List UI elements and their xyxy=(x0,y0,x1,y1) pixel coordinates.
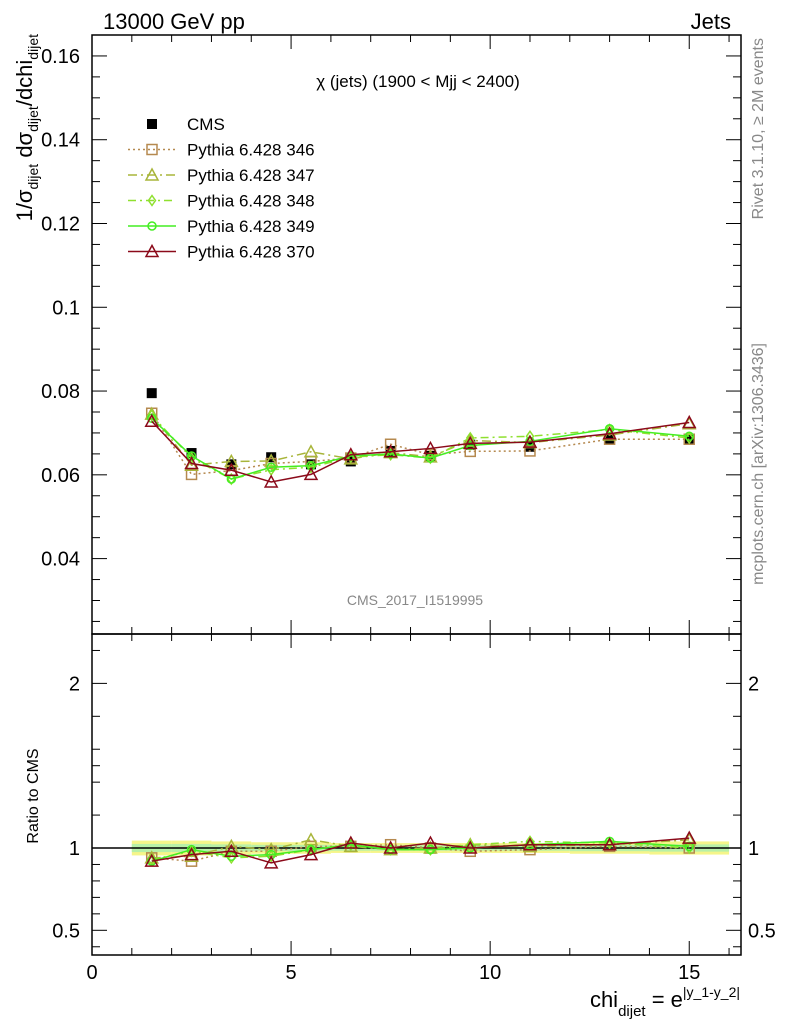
ratio-point-pythia-6-428-370 xyxy=(263,855,279,869)
series-point-pythia-6-428-370 xyxy=(423,440,438,455)
header-left: 13000 GeV pp xyxy=(103,9,245,34)
y-tick-label: 0.12 xyxy=(41,213,80,235)
y-tick-label: 0.04 xyxy=(41,549,80,571)
ratio-tick-label-right: 1 xyxy=(748,838,759,860)
series-point-pythia-6-428-348 xyxy=(426,451,435,465)
series-point-pythia-6-428-370 xyxy=(224,462,239,476)
ratio-tick-label: 1 xyxy=(69,838,80,860)
ratio-point-pythia-6-428-370 xyxy=(144,853,159,867)
rivet-label: Rivet 3.1.10, ≥ 2M events xyxy=(750,38,767,219)
y-tick-label: 0.16 xyxy=(41,46,80,68)
legend-label-pythia-6-428-370: Pythia 6.428 370 xyxy=(187,243,315,262)
cms-data-point xyxy=(425,450,436,461)
series-point-pythia-6-428-370 xyxy=(184,455,199,470)
ratio-point-pythia-6-428-346 xyxy=(305,840,317,853)
y-tick-label: 0.06 xyxy=(41,465,80,487)
legend-marker-cms xyxy=(147,119,157,129)
ratio-point-pythia-6-428-370 xyxy=(602,837,617,851)
ratio-point-pythia-6-428-370 xyxy=(462,840,478,854)
ratio-point-pythia-6-428-349 xyxy=(425,844,436,855)
analysis-watermark: CMS_2017_I1519995 xyxy=(347,592,483,608)
series-line-pythia-6-428-370 xyxy=(151,420,690,483)
ratio-point-pythia-6-428-347 xyxy=(522,838,538,853)
legend-label-pythia-6-428-346: Pythia 6.428 346 xyxy=(187,141,315,160)
series-point-pythia-6-428-348 xyxy=(605,423,615,436)
ratio-plot-frame xyxy=(91,633,742,956)
ratio-line-pythia-6-428-347 xyxy=(151,839,690,859)
ratio-point-pythia-6-428-347 xyxy=(144,850,159,864)
mcplots-label: mcplots.cern.ch [arXiv:1306.3436] xyxy=(750,343,767,585)
ratio-point-pythia-6-428-349 xyxy=(684,841,694,852)
legend-label-pythia-6-428-347: Pythia 6.428 347 xyxy=(187,166,315,185)
series-point-pythia-6-428-346 xyxy=(185,468,198,481)
legend-marker-pythia-6-428-347 xyxy=(144,167,160,181)
legend-label-cms: CMS xyxy=(187,115,225,134)
cms-data-point xyxy=(146,388,157,399)
series-point-pythia-6-428-348 xyxy=(147,409,157,422)
legend-label-pythia-6-428-348: Pythia 6.428 348 xyxy=(187,192,315,211)
series-point-pythia-6-428-347 xyxy=(303,444,319,458)
series-point-pythia-6-428-370 xyxy=(602,426,617,440)
ratio-point-pythia-6-428-370 xyxy=(681,830,697,844)
series-point-pythia-6-428-346 xyxy=(464,445,477,458)
ratio-point-pythia-6-428-370 xyxy=(343,835,359,849)
legend-marker-pythia-6-428-370 xyxy=(144,243,160,258)
series-point-pythia-6-428-370 xyxy=(383,444,398,458)
y-tick-label: 0.08 xyxy=(41,381,80,403)
ratio-tick-label: 0.5 xyxy=(52,920,80,942)
ratio-point-pythia-6-428-370 xyxy=(224,843,239,858)
cms-data-point xyxy=(465,439,476,450)
ratio-tick-label-right: 0.5 xyxy=(748,920,776,942)
series-point-pythia-6-428-370 xyxy=(263,474,279,488)
series-point-pythia-6-428-349 xyxy=(266,462,276,473)
ratio-point-pythia-6-428-349 xyxy=(266,849,276,860)
plot-title: χ (jets) (1900 < Mjj < 2400) xyxy=(316,72,520,91)
cms-data-point xyxy=(266,452,277,463)
legend-label-pythia-6-428-349: Pythia 6.428 349 xyxy=(187,217,315,236)
legend-marker-pythia-6-428-348 xyxy=(147,194,157,207)
series-line-pythia-6-428-346 xyxy=(151,412,690,476)
series-point-pythia-6-428-349 xyxy=(186,451,197,461)
ratio-y-axis-label: Ratio to CMS xyxy=(25,748,42,843)
ratio-line-pythia-6-428-370 xyxy=(151,837,690,864)
legend-marker-pythia-6-428-349 xyxy=(147,221,157,231)
ratio-tick-label-right: 2 xyxy=(748,673,759,695)
x-tick-label: 0 xyxy=(86,962,97,984)
y-tick-label: 0.14 xyxy=(41,130,80,152)
ratio-tick-label: 2 xyxy=(69,673,80,695)
x-tick-label: 5 xyxy=(286,962,297,984)
series-point-pythia-6-428-349 xyxy=(604,423,615,434)
x-tick-label: 15 xyxy=(678,962,700,984)
y-tick-label: 0.1 xyxy=(52,297,80,319)
ratio-point-pythia-6-428-347 xyxy=(681,832,697,846)
ratio-point-pythia-6-428-370 xyxy=(303,847,319,861)
ratio-point-pythia-6-428-370 xyxy=(184,847,199,861)
series-point-pythia-6-428-349 xyxy=(684,431,694,442)
header-right: Jets xyxy=(691,9,731,34)
series-point-pythia-6-428-370 xyxy=(462,435,478,450)
ratio-point-pythia-6-428-348 xyxy=(465,838,475,852)
series-point-pythia-6-428-370 xyxy=(681,414,697,429)
series-point-pythia-6-428-370 xyxy=(303,466,319,481)
ratio-point-pythia-6-428-370 xyxy=(383,840,398,854)
y-axis-label: 1/σdijet dσdijet/dchidijet xyxy=(12,34,41,222)
series-point-pythia-6-428-348 xyxy=(386,448,396,462)
series-point-pythia-6-428-347 xyxy=(224,453,239,468)
ratio-point-pythia-6-428-349 xyxy=(186,844,197,855)
legend-marker-pythia-6-428-346 xyxy=(146,143,158,156)
series-point-pythia-6-428-370 xyxy=(144,413,159,427)
series-point-pythia-6-428-370 xyxy=(522,434,538,448)
ratio-point-pythia-6-428-370 xyxy=(522,837,538,851)
cms-data-point xyxy=(305,459,316,470)
x-axis-label: chidijet = e|y_1-y_2| xyxy=(590,984,740,1020)
ratio-point-pythia-6-428-348 xyxy=(525,835,535,848)
x-tick-label: 10 xyxy=(479,962,501,984)
ratio-point-pythia-6-428-370 xyxy=(423,835,438,849)
series-point-pythia-6-428-370 xyxy=(343,447,359,461)
ratio-point-pythia-6-428-349 xyxy=(306,844,316,855)
